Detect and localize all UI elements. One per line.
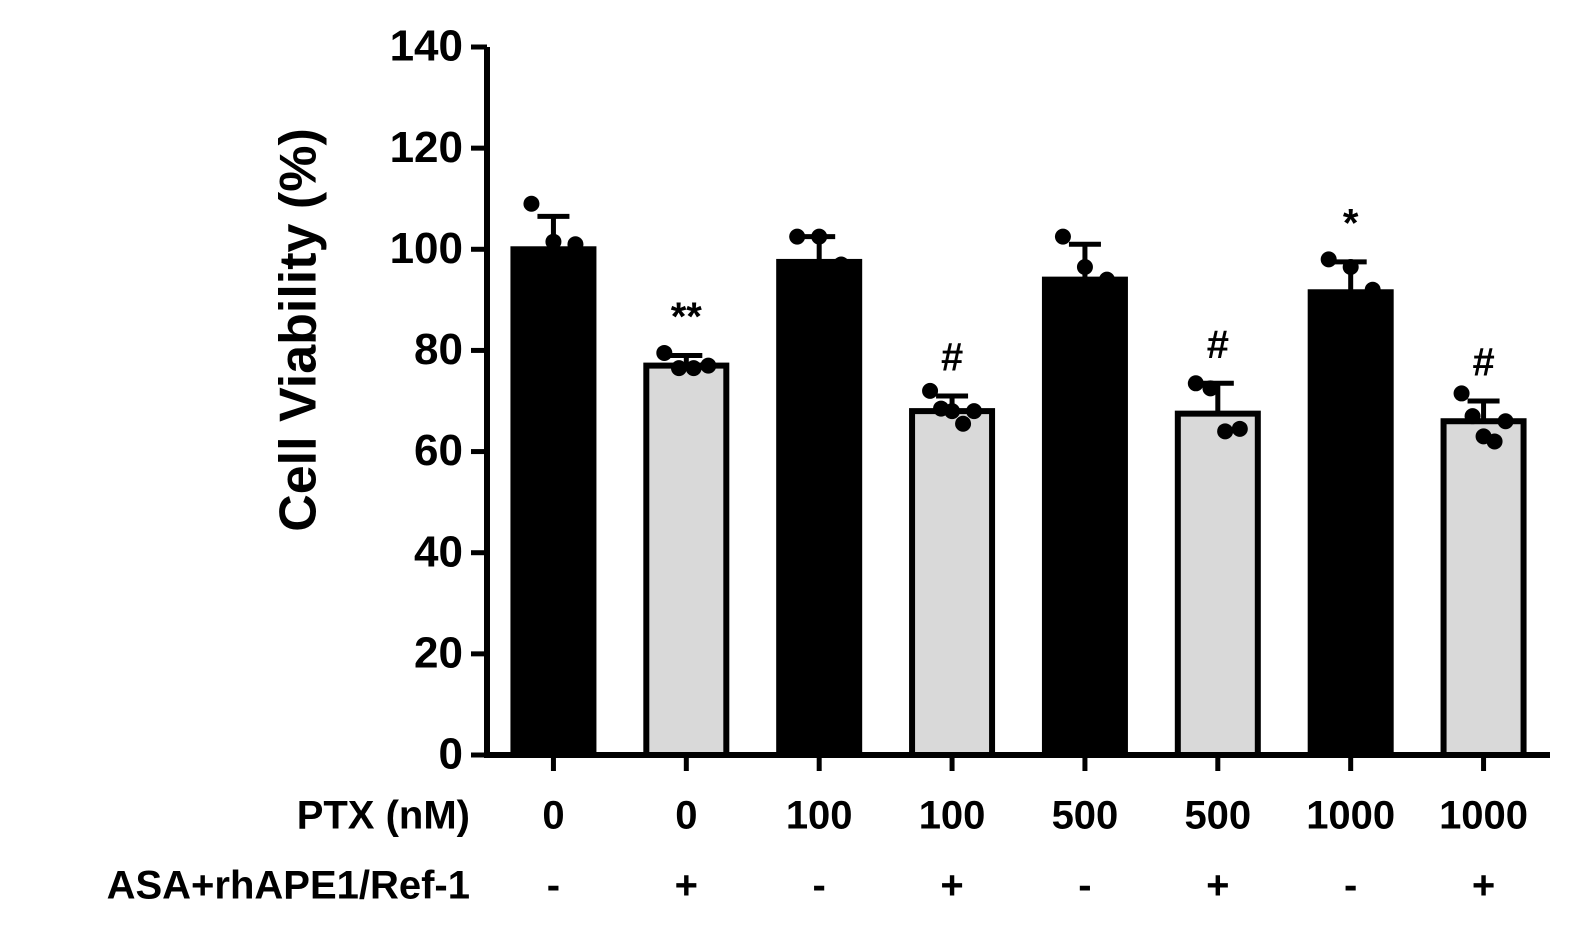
treatment-label: + [1472,864,1495,908]
data-point [1486,433,1503,450]
data-point [700,357,717,374]
data-point [656,344,673,361]
error-bar [1467,398,1500,422]
annotation: # [1472,341,1494,385]
data-point [955,415,972,432]
y-tick-label: 20 [414,628,463,677]
treatment-label: - [547,864,560,908]
data-point [1364,281,1381,298]
row-label: PTX (nM) [297,794,470,838]
data-point [1342,258,1359,275]
data-point [523,195,540,212]
data-point [1217,423,1234,440]
treatment-label: - [813,864,826,908]
treatment-label: + [1206,864,1229,908]
data-point [833,256,850,273]
bar [776,258,863,758]
data-point [1453,385,1470,402]
axes [484,47,1550,758]
x-tick-label: 0 [675,794,697,838]
data-point [1202,380,1219,397]
x-tick-label: 100 [786,794,853,838]
x-tick-label: 500 [1184,794,1251,838]
bar [1174,410,1261,758]
treatment-label: + [940,864,963,908]
x-tick-label: 500 [1052,794,1119,838]
treatment-label: - [1344,864,1357,908]
y-tick-label: 80 [414,325,463,374]
annotation: # [941,336,963,380]
bar [510,246,597,759]
x-tick-label: 1000 [1439,794,1528,838]
x-tick-label: 0 [542,794,564,838]
bar [1307,289,1394,758]
bar [1041,276,1128,758]
error-bar [670,352,703,366]
data-point [1187,375,1204,392]
y-tick-label: 120 [390,123,463,172]
annotation: * [1343,201,1359,245]
data-point [545,233,562,250]
annotation: ** [671,295,703,339]
y-axis-label: Cell Viability (%) [270,128,328,532]
row-label: ASA+rhAPE1/Ref-1 [107,864,470,908]
y-tick-label: 40 [414,527,463,576]
bar [643,362,730,758]
y-tick-label: 140 [390,22,463,71]
data-point [944,403,961,420]
data-point [811,228,828,245]
data-point [1320,251,1337,268]
data-point [567,236,584,253]
data-point [966,403,983,420]
bar [909,408,996,758]
x-tick-label: 100 [919,794,986,838]
y-tick-label: 100 [390,224,463,273]
data-point [670,360,687,377]
treatment-label: - [1078,864,1091,908]
data-point [1497,413,1514,430]
bar [1440,418,1527,758]
data-point [1076,258,1093,275]
x-tick-label: 1000 [1306,794,1395,838]
data-point [685,360,702,377]
data-point [1231,420,1248,437]
data-point [1464,408,1481,425]
y-tick-label: 60 [414,426,463,475]
y-tick-label: 0 [439,730,463,779]
data-point [789,228,806,245]
data-point [1054,228,1071,245]
treatment-label: + [675,864,698,908]
annotation: # [1207,323,1229,367]
data-point [1098,271,1115,288]
data-point [922,382,939,399]
